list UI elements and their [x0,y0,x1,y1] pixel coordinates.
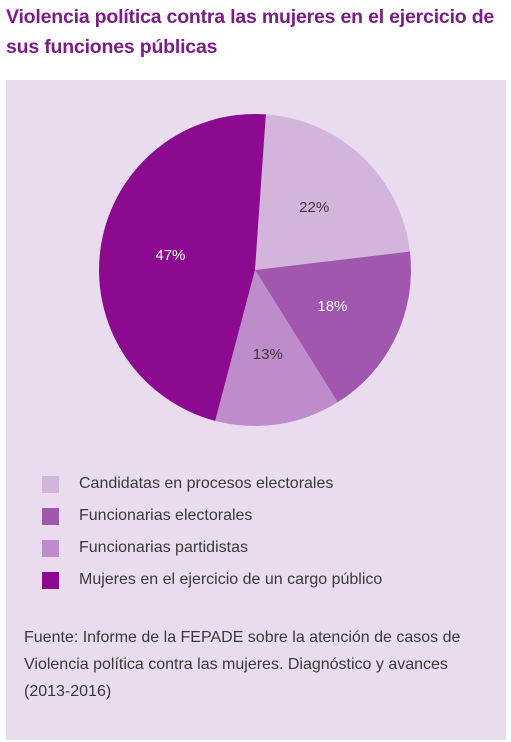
legend-item: Mujeres en el ejercicio de un cargo públ… [42,564,382,596]
pie-slice-mujeres-en-el-ejercicio-de-un-cargo-publico [99,114,266,421]
legend-label: Mujeres en el ejercicio de un cargo públ… [79,571,383,588]
pie-chart: 22% 18% 13% 47% [99,114,411,426]
legend-label: Funcionarias partidistas [79,539,248,556]
chart-panel: 22% 18% 13% 47% Candidatas en procesos elec… [6,80,506,740]
legend: Candidatas en procesos electorales Funci… [42,468,382,596]
legend-swatch [42,507,59,525]
legend-item: Candidatas en procesos electorales [42,468,382,500]
slice-value-label: 47% [155,247,185,264]
chart-title: Violencia política contra las mujeres en… [6,6,495,58]
legend-item: Funcionarias partidistas [42,532,382,564]
legend-label: Candidatas en procesos electorales [79,475,334,492]
slice-value-label: 13% [253,346,283,363]
pie-slice-candidatas-en-procesos-electorales [255,114,410,270]
legend-swatch [42,539,59,557]
source-note: Fuente: Informe de la FEPADE sobre la at… [24,629,461,700]
legend-item: Funcionarias electorales [42,500,382,532]
legend-swatch [42,475,59,493]
legend-swatch [42,571,59,589]
pie-slice-funcionarias-partidistas [215,270,338,426]
legend-label: Funcionarias electorales [79,507,253,524]
slice-value-label: 22% [299,199,329,216]
pie-slice-funcionarias-electorales [255,251,411,403]
slice-value-label: 18% [317,298,347,315]
